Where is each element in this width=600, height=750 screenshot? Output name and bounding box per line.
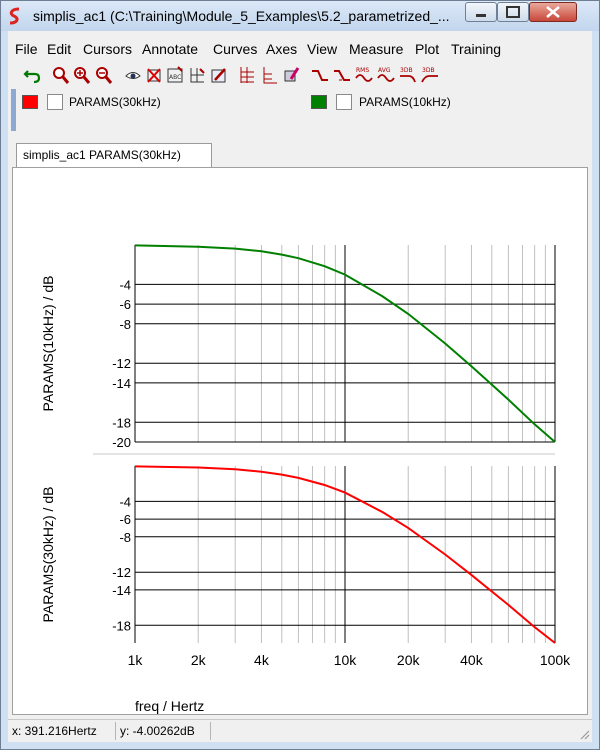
menu-axes[interactable]: Axes: [266, 41, 298, 57]
minimize-icon: [476, 14, 486, 17]
legend-swatch-10khz[interactable]: [311, 95, 327, 109]
plot-svg[interactable]: -4 -6 -8 -12 -14 -18 -20 PARAMS(10kHz) / dB -4 -6…: [13, 168, 587, 714]
status-y-readout: y: -4.00262dB: [120, 724, 195, 738]
edit-icon[interactable]: [210, 65, 228, 85]
title-bar[interactable]: simplis_ac1 (C:\Training\Module_5_Exampl…: [1, 1, 599, 31]
avg-icon[interactable]: AVG: [377, 65, 395, 85]
menu-bar: File Edit Cursors Annotate Curves Axes V…: [8, 31, 592, 57]
menu-annotate[interactable]: Annotate: [142, 41, 199, 57]
3db-low-icon[interactable]: 3DB: [421, 65, 439, 85]
y-axis-label: PARAMS(30kHz) / dB: [40, 487, 56, 623]
y-tick-label: -8: [119, 317, 131, 332]
series-line[interactable]: [134, 244, 556, 443]
legend-label-10khz[interactable]: PARAMS(10kHz): [359, 95, 451, 109]
menu-edit[interactable]: Edit: [47, 41, 72, 57]
x-tick-label: 1k: [128, 652, 144, 668]
zoom-in-icon[interactable]: [73, 65, 91, 85]
maximize-button[interactable]: [497, 2, 529, 22]
zoom-fit-icon[interactable]: [52, 65, 70, 85]
avg-icon-text: AVG: [378, 67, 391, 74]
3db-high-text: 3DB: [400, 67, 413, 74]
y-tick-label: -6: [119, 512, 131, 527]
y-tick-label: -12: [112, 356, 131, 371]
3db-high-icon[interactable]: 3DB: [399, 65, 417, 85]
legend-bar: PARAMS(30kHz) PARAMS(10kHz): [8, 89, 592, 131]
x-tick-label: 10k: [334, 652, 358, 668]
separate-axis-icon[interactable]: [260, 65, 278, 85]
status-separator: [115, 722, 116, 740]
y-tick-label: -12: [112, 565, 131, 580]
rms-icon-text: RMS: [356, 67, 369, 74]
close-icon: [546, 6, 560, 18]
fall-icon[interactable]: [333, 65, 351, 85]
plot-area[interactable]: -4 -6 -8 -12 -14 -18 -20 PARAMS(10kHz) / dB -4 -6…: [12, 167, 588, 715]
tab-label: simplis_ac1 PARAMS(30kHz): [23, 148, 181, 162]
menu-curves[interactable]: Curves: [213, 41, 258, 57]
minimize-button[interactable]: [465, 2, 497, 22]
y-axis-label: PARAMS(10kHz) / dB: [40, 276, 56, 412]
window-title: simplis_ac1 (C:\Training\Module_5_Exampl…: [33, 8, 450, 24]
status-separator: [210, 722, 211, 740]
menu-cursors[interactable]: Cursors: [83, 41, 133, 57]
tab-plot[interactable]: simplis_ac1 PARAMS(30kHz): [16, 143, 212, 167]
paint-icon[interactable]: [282, 65, 300, 85]
toolbar: ABC RMS AVG 3DB 3DB: [8, 63, 592, 87]
legend-checkbox-30khz[interactable]: [47, 94, 63, 110]
menu-training[interactable]: Training: [451, 41, 502, 57]
x-axis-label: freq / Hertz: [135, 698, 204, 714]
menu-file[interactable]: File: [15, 41, 38, 57]
legend-swatch-30khz[interactable]: [22, 95, 38, 109]
eye-icon[interactable]: [124, 65, 142, 85]
rms-icon[interactable]: RMS: [355, 65, 373, 85]
x-tick-label: 100k: [540, 652, 571, 668]
stack-grid-icon[interactable]: [238, 65, 256, 85]
svg-text:ABC: ABC: [169, 74, 181, 81]
rise-icon[interactable]: [311, 65, 329, 85]
status-bar: x: 391.216Hertz y: -4.00262dB: [8, 719, 592, 742]
close-button[interactable]: [529, 2, 577, 22]
legend-checkbox-10khz[interactable]: [336, 94, 352, 110]
undo-icon[interactable]: [23, 65, 41, 85]
y-tick-label: -18: [112, 618, 131, 633]
y-tick-label: -18: [112, 415, 131, 430]
3db-low-text: 3DB: [422, 67, 435, 74]
resize-grip-icon[interactable]: [578, 728, 590, 740]
zoom-out-icon[interactable]: [95, 65, 113, 85]
y-tick-label: -14: [112, 583, 131, 598]
menu-plot[interactable]: Plot: [415, 41, 440, 57]
x-tick-label: 20k: [397, 652, 421, 668]
client-area: File Edit Cursors Annotate Curves Axes V…: [8, 31, 592, 742]
status-x-readout: x: 391.216Hertz: [12, 724, 97, 738]
new-grid-icon[interactable]: [188, 65, 206, 85]
y-tick-label: -14: [112, 376, 131, 391]
maximize-icon: [506, 6, 520, 18]
y-tick-label: -4: [119, 277, 131, 292]
x-tick-label: 40k: [460, 652, 484, 668]
y-tick-label: -4: [119, 494, 131, 509]
y-tick-label: -6: [119, 297, 131, 312]
menu-view[interactable]: View: [307, 41, 338, 57]
abc-icon[interactable]: ABC: [166, 65, 184, 85]
y-tick-label: -8: [119, 530, 131, 545]
x-tick-label: 4k: [254, 652, 270, 668]
legend-accent-strip: [11, 89, 16, 131]
x-tick-label: 2k: [191, 652, 207, 668]
menu-measure[interactable]: Measure: [349, 41, 404, 57]
simplis-logo-icon: [9, 7, 20, 25]
y-tick-label: -20: [112, 435, 131, 450]
delete-curve-icon[interactable]: [145, 65, 163, 85]
series-line[interactable]: [134, 465, 556, 644]
legend-label-30khz[interactable]: PARAMS(30kHz): [69, 95, 161, 109]
